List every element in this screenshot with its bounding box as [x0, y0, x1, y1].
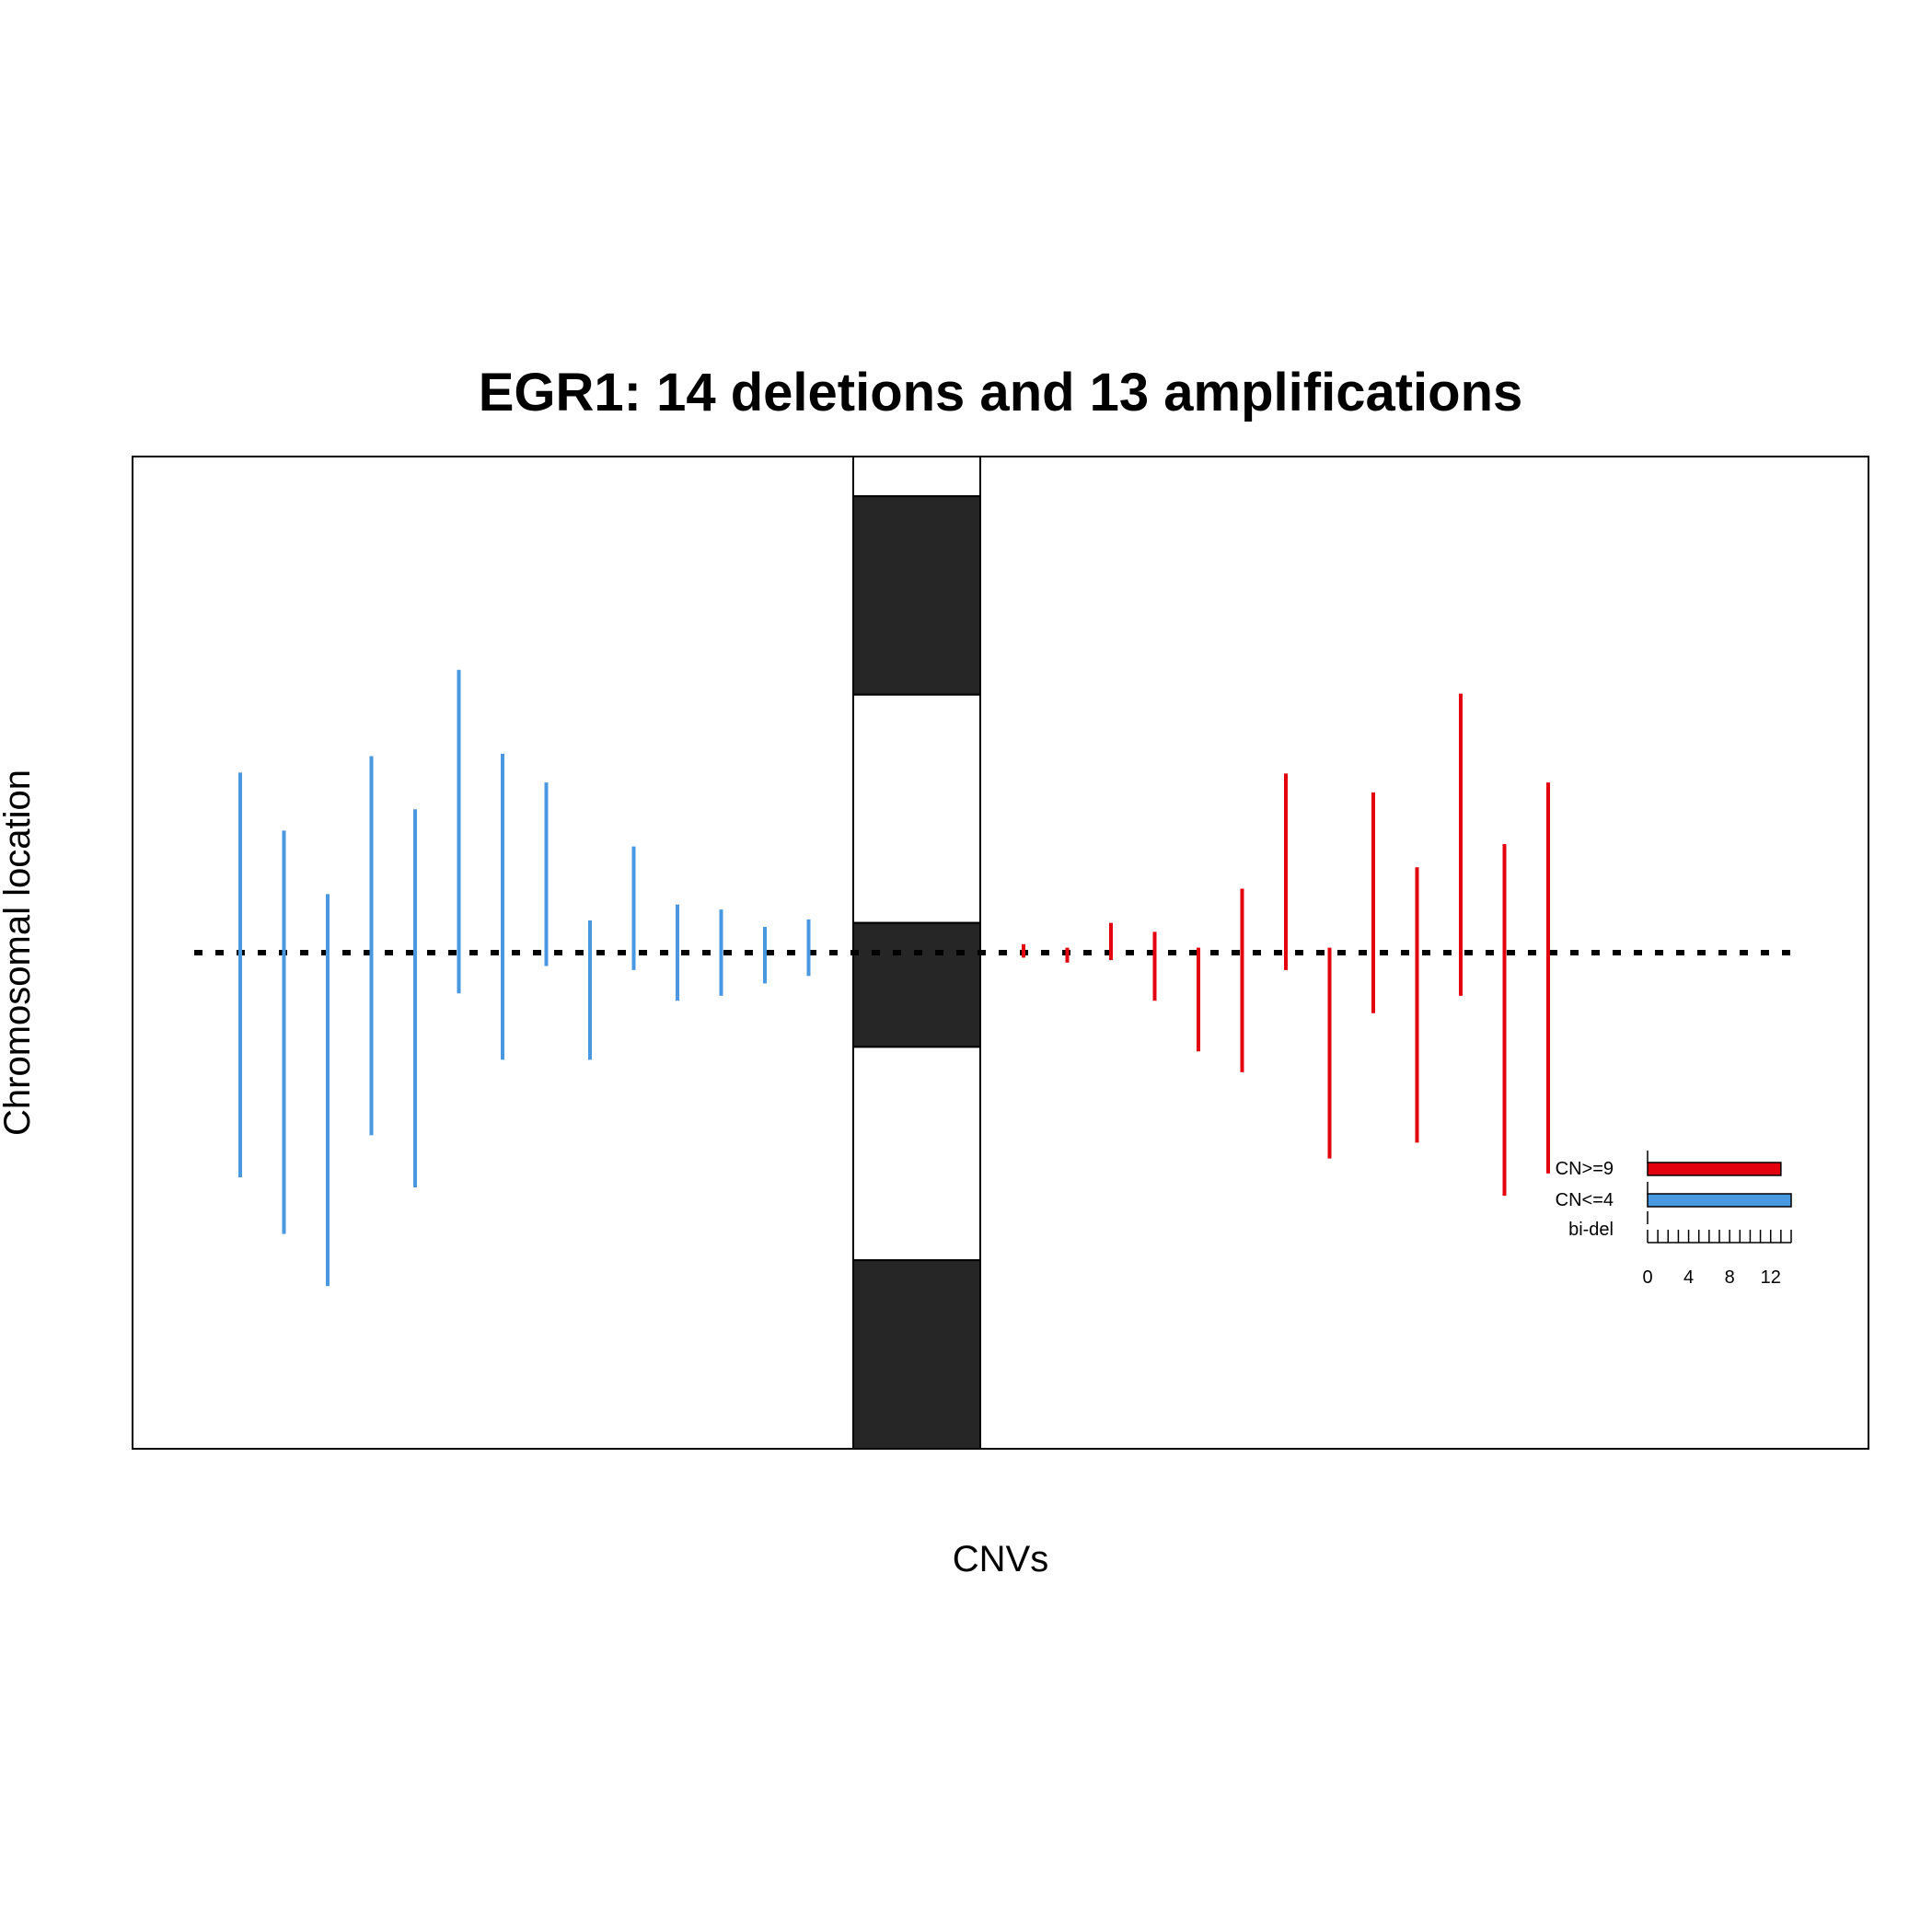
inset-category-label: CN>=9 — [1556, 1159, 1614, 1179]
chart-title: EGR1: 14 deletions and 13 amplifications — [479, 363, 1523, 422]
ideogram-band-dark — [852, 495, 981, 696]
inset-tick-label: 8 — [1725, 1267, 1735, 1288]
ideogram-band-dark — [852, 921, 981, 1048]
inset-category-label: bi-del — [1568, 1220, 1614, 1240]
deletion-segments — [238, 669, 811, 1287]
ideogram — [852, 456, 981, 1451]
ideogram-band-light — [852, 1046, 981, 1262]
inset-category-label: CN<=4 — [1556, 1190, 1614, 1210]
inset-tick-label: 0 — [1642, 1267, 1652, 1288]
ideogram-band-dark — [852, 1259, 981, 1451]
inset-bar — [1647, 1193, 1792, 1208]
inset-bar-chart: CN>=9 CN<=4 bi-del 0 4 8 12 — [1556, 1151, 1792, 1288]
ideogram-band-light — [852, 693, 981, 924]
amplification-segments — [1022, 693, 1550, 1197]
inset-tick-label: 12 — [1761, 1267, 1781, 1288]
ideogram-band-light — [852, 456, 981, 498]
inset-bar — [1647, 1162, 1782, 1176]
inset-tick-label: 4 — [1683, 1267, 1694, 1288]
y-axis-label: Chromosomal location — [0, 769, 38, 1136]
plot-frame — [132, 456, 1869, 1450]
x-axis-label: CNVs — [953, 1539, 1048, 1579]
